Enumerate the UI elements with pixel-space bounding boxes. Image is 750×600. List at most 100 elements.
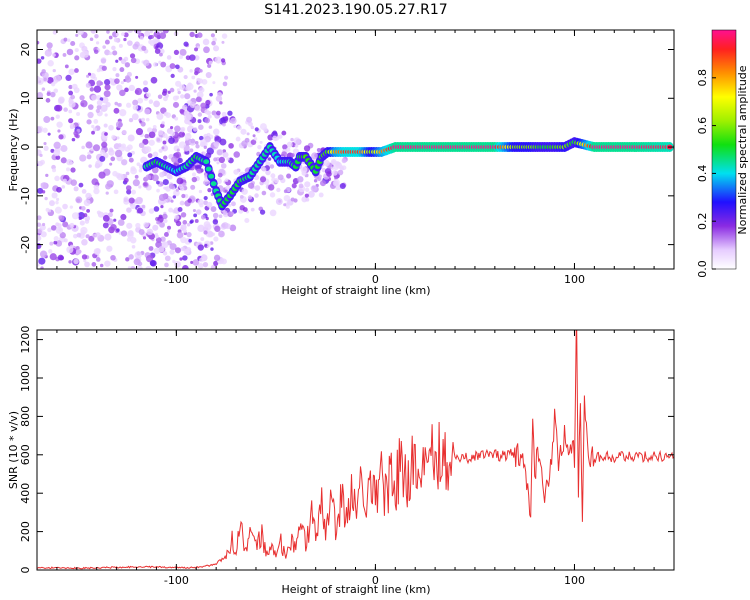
- spectrogram-noise-cell: [174, 151, 182, 159]
- spectrogram-noise-cell: [207, 231, 214, 238]
- spectrogram-noise-cell: [135, 222, 141, 229]
- spectrogram-noise-cell: [203, 196, 208, 201]
- spectrogram-noise-cell: [146, 228, 154, 236]
- spectrogram-noise-cell: [104, 260, 111, 267]
- spectrogram-noise-cell: [58, 96, 65, 104]
- spectrogram-noise-cell: [182, 264, 189, 269]
- spectrogram-noise-cell: [61, 185, 66, 189]
- spectrogram-noise-cell: [51, 82, 56, 87]
- spectrogram-noise-cell: [197, 244, 204, 251]
- spectrogram-ridge-cell: [205, 166, 212, 172]
- spectrogram-noise-cell: [195, 144, 200, 149]
- spectrogram-noise-cell: [175, 188, 179, 192]
- spectrogram-noise-cell: [73, 87, 80, 94]
- spectrogram-noise-cell: [290, 153, 295, 158]
- spectrogram-noise-cell: [108, 124, 114, 131]
- spectrogram-noise-cell: [197, 112, 203, 117]
- spectrogram-noise-cell: [130, 57, 137, 64]
- spectrogram-noise-cell: [37, 215, 42, 221]
- spectrogram-noise-cell: [138, 185, 142, 189]
- spectrogram-noise-cell: [164, 232, 169, 237]
- spectrogram-noise-cell: [216, 148, 224, 156]
- spectrogram-noise-cell: [213, 141, 220, 148]
- spectrogram-noise-cell: [189, 54, 196, 61]
- spectrogram-noise-cell: [219, 230, 223, 235]
- spectrogram-noise-cell: [127, 40, 133, 47]
- spectrogram-noise-cell: [112, 67, 117, 72]
- spectrogram-noise-cell: [138, 168, 143, 173]
- spectrogram-noise-cell: [81, 50, 89, 58]
- spectrogram-noise-cell: [93, 144, 101, 152]
- spectrogram-noise-cell: [194, 55, 200, 61]
- spectrogram-noise-cell: [93, 188, 100, 195]
- spectrogram-noise-cell: [297, 176, 304, 183]
- spectrogram-noise-cell: [118, 43, 123, 48]
- spectrogram-noise-cell: [201, 79, 208, 85]
- spectrogram-noise-cell: [186, 223, 191, 227]
- spectrogram-noise-cell: [91, 124, 95, 129]
- spectrogram-noise-cell: [69, 222, 75, 228]
- spectrogram-noise-cell: [104, 49, 111, 56]
- spectrogram-noise-cell: [153, 62, 158, 67]
- spectrogram-noise-cell: [200, 214, 206, 220]
- spectrogram-noise-cell: [213, 236, 219, 242]
- spectrogram-noise-cell: [193, 89, 197, 93]
- spectrogram-noise-cell: [159, 48, 165, 55]
- spectrogram-noise-cell: [189, 148, 194, 153]
- spectrogram-noise-cell: [209, 92, 213, 97]
- spectrogram-noise-cell: [100, 58, 107, 64]
- spectrogram-noise-cell: [129, 137, 133, 142]
- spectrogram-noise-cell: [194, 47, 199, 52]
- spectrogram-noise-cell: [136, 207, 144, 214]
- spectrogram-noise-cell: [126, 222, 133, 229]
- spectrogram-noise-cell: [77, 30, 84, 36]
- spectrogram-noise-cell: [126, 102, 132, 108]
- spectrogram-noise-cell: [90, 30, 97, 34]
- spectrogram-noise-cell: [170, 199, 174, 203]
- spectrogram-noise-cell: [85, 192, 92, 199]
- spectrogram-noise-cell: [222, 81, 228, 87]
- spectrogram-noise-cell: [207, 114, 212, 119]
- spectrogram-noise-cell: [305, 197, 310, 202]
- spectrogram-noise-cell: [90, 72, 96, 79]
- spectrogram-noise-cell: [106, 30, 110, 34]
- spectrogram-noise-cell: [227, 110, 233, 116]
- spectrogram-noise-cell: [188, 238, 192, 243]
- spectrogram-noise-cell: [123, 37, 127, 42]
- spectrogram-noise-cell: [330, 166, 335, 171]
- spectrogram-noise-cell: [93, 118, 99, 124]
- spectrogram-noise-cell: [73, 130, 79, 136]
- spectrogram-noise-cell: [132, 43, 139, 50]
- spectrogram-noise-cell: [203, 230, 208, 235]
- spectrogram-noise-cell: [130, 237, 137, 244]
- spectrogram-noise-cell: [163, 111, 169, 117]
- spectrogram-x-tick-label: 0: [372, 273, 379, 286]
- spectrogram-noise-cell: [74, 55, 80, 61]
- spectrogram-x-tick-label: 100: [564, 273, 585, 286]
- spectrogram-noise-cell: [142, 80, 148, 86]
- spectrogram-noise-cell: [134, 174, 139, 179]
- spectrogram-noise-cell: [39, 250, 48, 258]
- spectrogram-noise-cell: [87, 104, 94, 110]
- spectrogram-noise-cell: [194, 219, 199, 223]
- spectrogram-noise-cell: [113, 107, 120, 114]
- spectrogram-noise-cell: [143, 59, 150, 67]
- spectrogram-noise-cell: [143, 87, 149, 93]
- spectrogram-noise-cell: [131, 150, 135, 155]
- spectrogram-noise-cell: [121, 32, 125, 37]
- spectrogram-noise-cell: [58, 215, 65, 221]
- spectrogram-noise-cell: [66, 158, 73, 166]
- spectrogram-noise-cell: [305, 187, 310, 192]
- spectrogram-noise-cell: [250, 139, 257, 145]
- spectrogram-noise-cell: [213, 260, 219, 266]
- spectrogram-noise-cell: [37, 125, 44, 134]
- spectrogram-noise-cell: [224, 189, 228, 193]
- spectrogram-noise-cell: [124, 87, 129, 93]
- spectrogram-noise-cell: [198, 189, 203, 194]
- spectrogram-noise-cell: [152, 224, 159, 231]
- spectrogram-noise-cell: [114, 78, 120, 84]
- spectrogram-noise-cell: [83, 259, 87, 263]
- spectrogram-noise-cell: [68, 98, 74, 104]
- spectrogram-noise-cell: [144, 146, 152, 153]
- spectrogram-noise-cell: [59, 255, 65, 261]
